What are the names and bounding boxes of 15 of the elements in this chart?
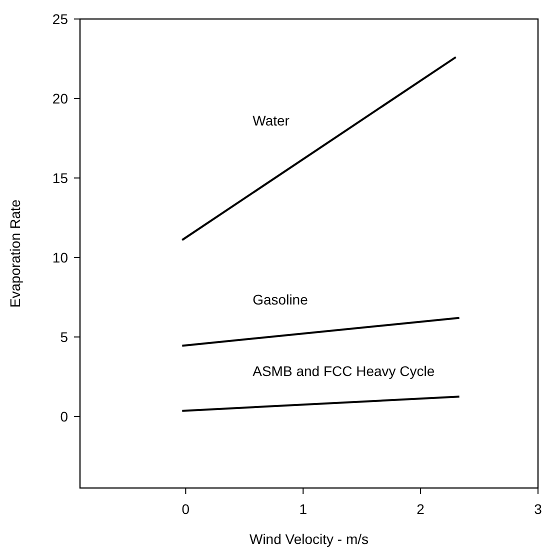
y-tick-label: 0 bbox=[60, 408, 68, 424]
series-label: ASMB and FCC Heavy Cycle bbox=[252, 363, 435, 380]
y-tick-label: 20 bbox=[52, 90, 68, 106]
x-axis-title: Wind Velocity - m/s bbox=[249, 531, 369, 547]
text: Water bbox=[252, 112, 290, 129]
series-label: Gasoline bbox=[252, 292, 308, 308]
x-tick-label: 2 bbox=[416, 501, 425, 517]
y-tick-label: 15 bbox=[52, 170, 68, 186]
x-tick-label: 1 bbox=[299, 501, 308, 517]
x-tick-label: 0 bbox=[182, 501, 190, 517]
y-tick-label: 5 bbox=[60, 328, 68, 345]
y-tick-label: 10 bbox=[52, 249, 68, 266]
x-tick-label: 3 bbox=[534, 501, 542, 517]
y-tick-label: 25 bbox=[52, 11, 68, 27]
y-axis-title: Evaporation Rate bbox=[7, 199, 23, 308]
